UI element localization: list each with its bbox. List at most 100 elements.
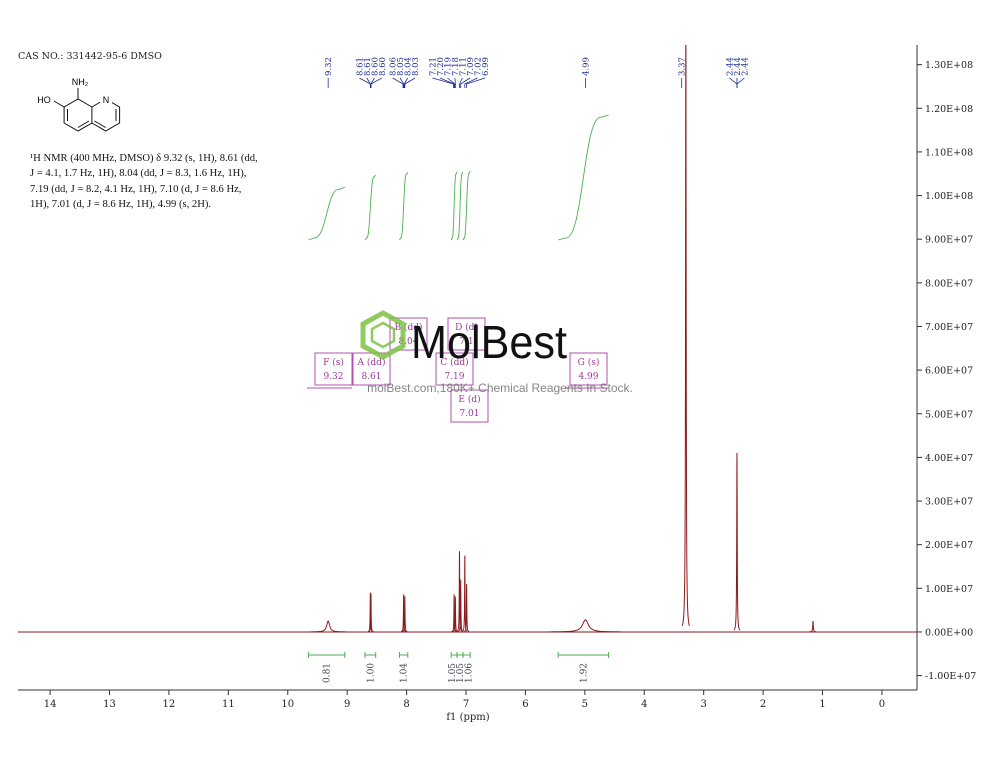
- x-tick-label: 14: [44, 699, 57, 710]
- peak-pick-line: [459, 77, 463, 88]
- peak-pick-label: 2.44: [725, 57, 735, 76]
- peak-pick-label: 2.44: [740, 57, 750, 76]
- logo-icon: [370, 321, 396, 349]
- multiplet-box: [569, 352, 608, 386]
- peak: [456, 551, 463, 632]
- integral-curve: [364, 174, 377, 241]
- peak: [464, 583, 470, 632]
- peak-pick-line: [403, 77, 409, 88]
- x-tick-label: 12: [163, 699, 176, 710]
- tagline: molBest.com,180K+ Chemical Reagents In S…: [367, 381, 633, 395]
- x-tick-label: 13: [103, 699, 116, 710]
- multiplet-shift: 7.1: [459, 337, 473, 347]
- peak-pick-line: [736, 77, 745, 88]
- peak-pick-line: [359, 77, 371, 88]
- y-tick-label: 3.00E+07: [925, 497, 973, 508]
- integral-curve: [456, 171, 464, 241]
- peak-pick-label: 8.61: [363, 57, 373, 76]
- brand: MolBest: [411, 316, 567, 368]
- multiplet-label: D (d): [455, 322, 478, 333]
- y-tick-label: 1.10E+08: [925, 147, 973, 158]
- y-tick-label: 8.00E+07: [925, 278, 973, 289]
- multiplet-shift: 8.61: [361, 372, 381, 382]
- x-tick-label: 3: [701, 699, 707, 710]
- peak-pick-label: 8.04: [404, 57, 414, 76]
- watermark: MolBest molBest.com,180K+ Chemical Reagen…: [360, 310, 633, 395]
- peak-pick-label: 6.99: [481, 57, 491, 76]
- x-tick-label: 11: [222, 699, 235, 710]
- y-tick-label: 0.00E+00: [925, 627, 973, 638]
- x-tick-label: 2: [760, 699, 766, 710]
- integral-label: 0.81: [323, 663, 333, 683]
- peak-pick-label: 7.19: [443, 57, 453, 76]
- peak-pick-line: [399, 77, 405, 88]
- cas-number: CAS NO.: 331442-95-6 DMSO: [18, 51, 162, 62]
- multiplet-shift: 7.01: [459, 409, 479, 419]
- peak: [401, 594, 407, 633]
- integral-curve: [308, 186, 345, 241]
- peak-pick-label: 7.18: [451, 57, 461, 76]
- multiplet-label: E (d): [458, 394, 480, 405]
- integral-label: 1.00: [366, 663, 376, 683]
- peak-pick-line: [466, 77, 486, 88]
- peak: [462, 555, 468, 632]
- peak-pick-line: [729, 77, 738, 88]
- peak-pick-label: 8.06: [389, 57, 399, 76]
- peak: [310, 620, 346, 633]
- multiplet-shift: 4.99: [578, 372, 598, 382]
- integral-curve: [462, 170, 471, 241]
- peak-pick-line: [439, 77, 455, 88]
- atom-label: N: [103, 95, 110, 105]
- peak: [402, 596, 408, 633]
- peak-pick-line: [460, 77, 471, 88]
- atom-label: HO: [37, 95, 51, 105]
- x-tick-label: 9: [344, 699, 350, 710]
- y-tick-label: 1.00E+07: [925, 584, 973, 595]
- integral-curve: [399, 172, 409, 241]
- peak-pick-line: [392, 77, 404, 88]
- integral-label: 1.05: [456, 663, 466, 683]
- x-tick-label: 1: [819, 699, 825, 710]
- x-tick-label: 8: [403, 699, 409, 710]
- double-bond: [94, 120, 106, 128]
- peak-pick-label: 8.03: [411, 57, 421, 76]
- peak: [681, 45, 690, 627]
- peak: [451, 594, 457, 633]
- peak-pick-line: [447, 77, 456, 88]
- spectrum: [18, 45, 917, 633]
- integral-label: 1.05: [448, 663, 458, 683]
- multiplet-box: [447, 317, 486, 351]
- multiplet-label: F (s): [323, 357, 344, 368]
- logo-icon: [360, 310, 406, 360]
- peak: [549, 619, 622, 633]
- peak-pick-label: 7.09: [466, 57, 476, 76]
- y-tick-label: 4.00E+07: [925, 453, 973, 464]
- ring-left: [63, 98, 93, 132]
- x-axis-label: f1 (ppm): [446, 712, 489, 723]
- peak-pick-label: 7.02: [473, 57, 483, 76]
- peak: [452, 596, 458, 633]
- integral-label: 1.06: [465, 663, 475, 683]
- multiplet-shift: 9.32: [323, 372, 343, 382]
- multiplet-box: [389, 317, 428, 351]
- multiplet-shift: 7.19: [444, 372, 464, 382]
- x-tick-label: 0: [879, 699, 885, 710]
- integral-curve: [450, 171, 458, 241]
- x-tick-label: 6: [522, 699, 528, 710]
- description: ¹H NMR (400 MHz, DMSO) δ 9.32 (s, 1H), 8…: [30, 153, 258, 211]
- multiplet-box: [314, 352, 353, 386]
- y-tick-label: 5.00E+07: [925, 409, 973, 420]
- double-bond: [77, 120, 90, 128]
- peak-pick-label: 8.61: [355, 57, 365, 76]
- label-bg: [100, 94, 112, 105]
- peak-pick-line: [370, 77, 383, 88]
- x-tick-label: 5: [582, 699, 588, 710]
- integral-label: 1.92: [579, 663, 589, 683]
- x-tick-label: 7: [463, 699, 469, 710]
- peak-pick-label: 7.20: [436, 57, 446, 76]
- x-tick-label: 10: [281, 699, 294, 710]
- multiplet-label: B (dd): [394, 322, 422, 333]
- peak-pick-label: 8.60: [370, 57, 380, 76]
- y-tick-label: 1.00E+08: [925, 191, 973, 202]
- y-tick-label: 1.20E+08: [925, 104, 973, 115]
